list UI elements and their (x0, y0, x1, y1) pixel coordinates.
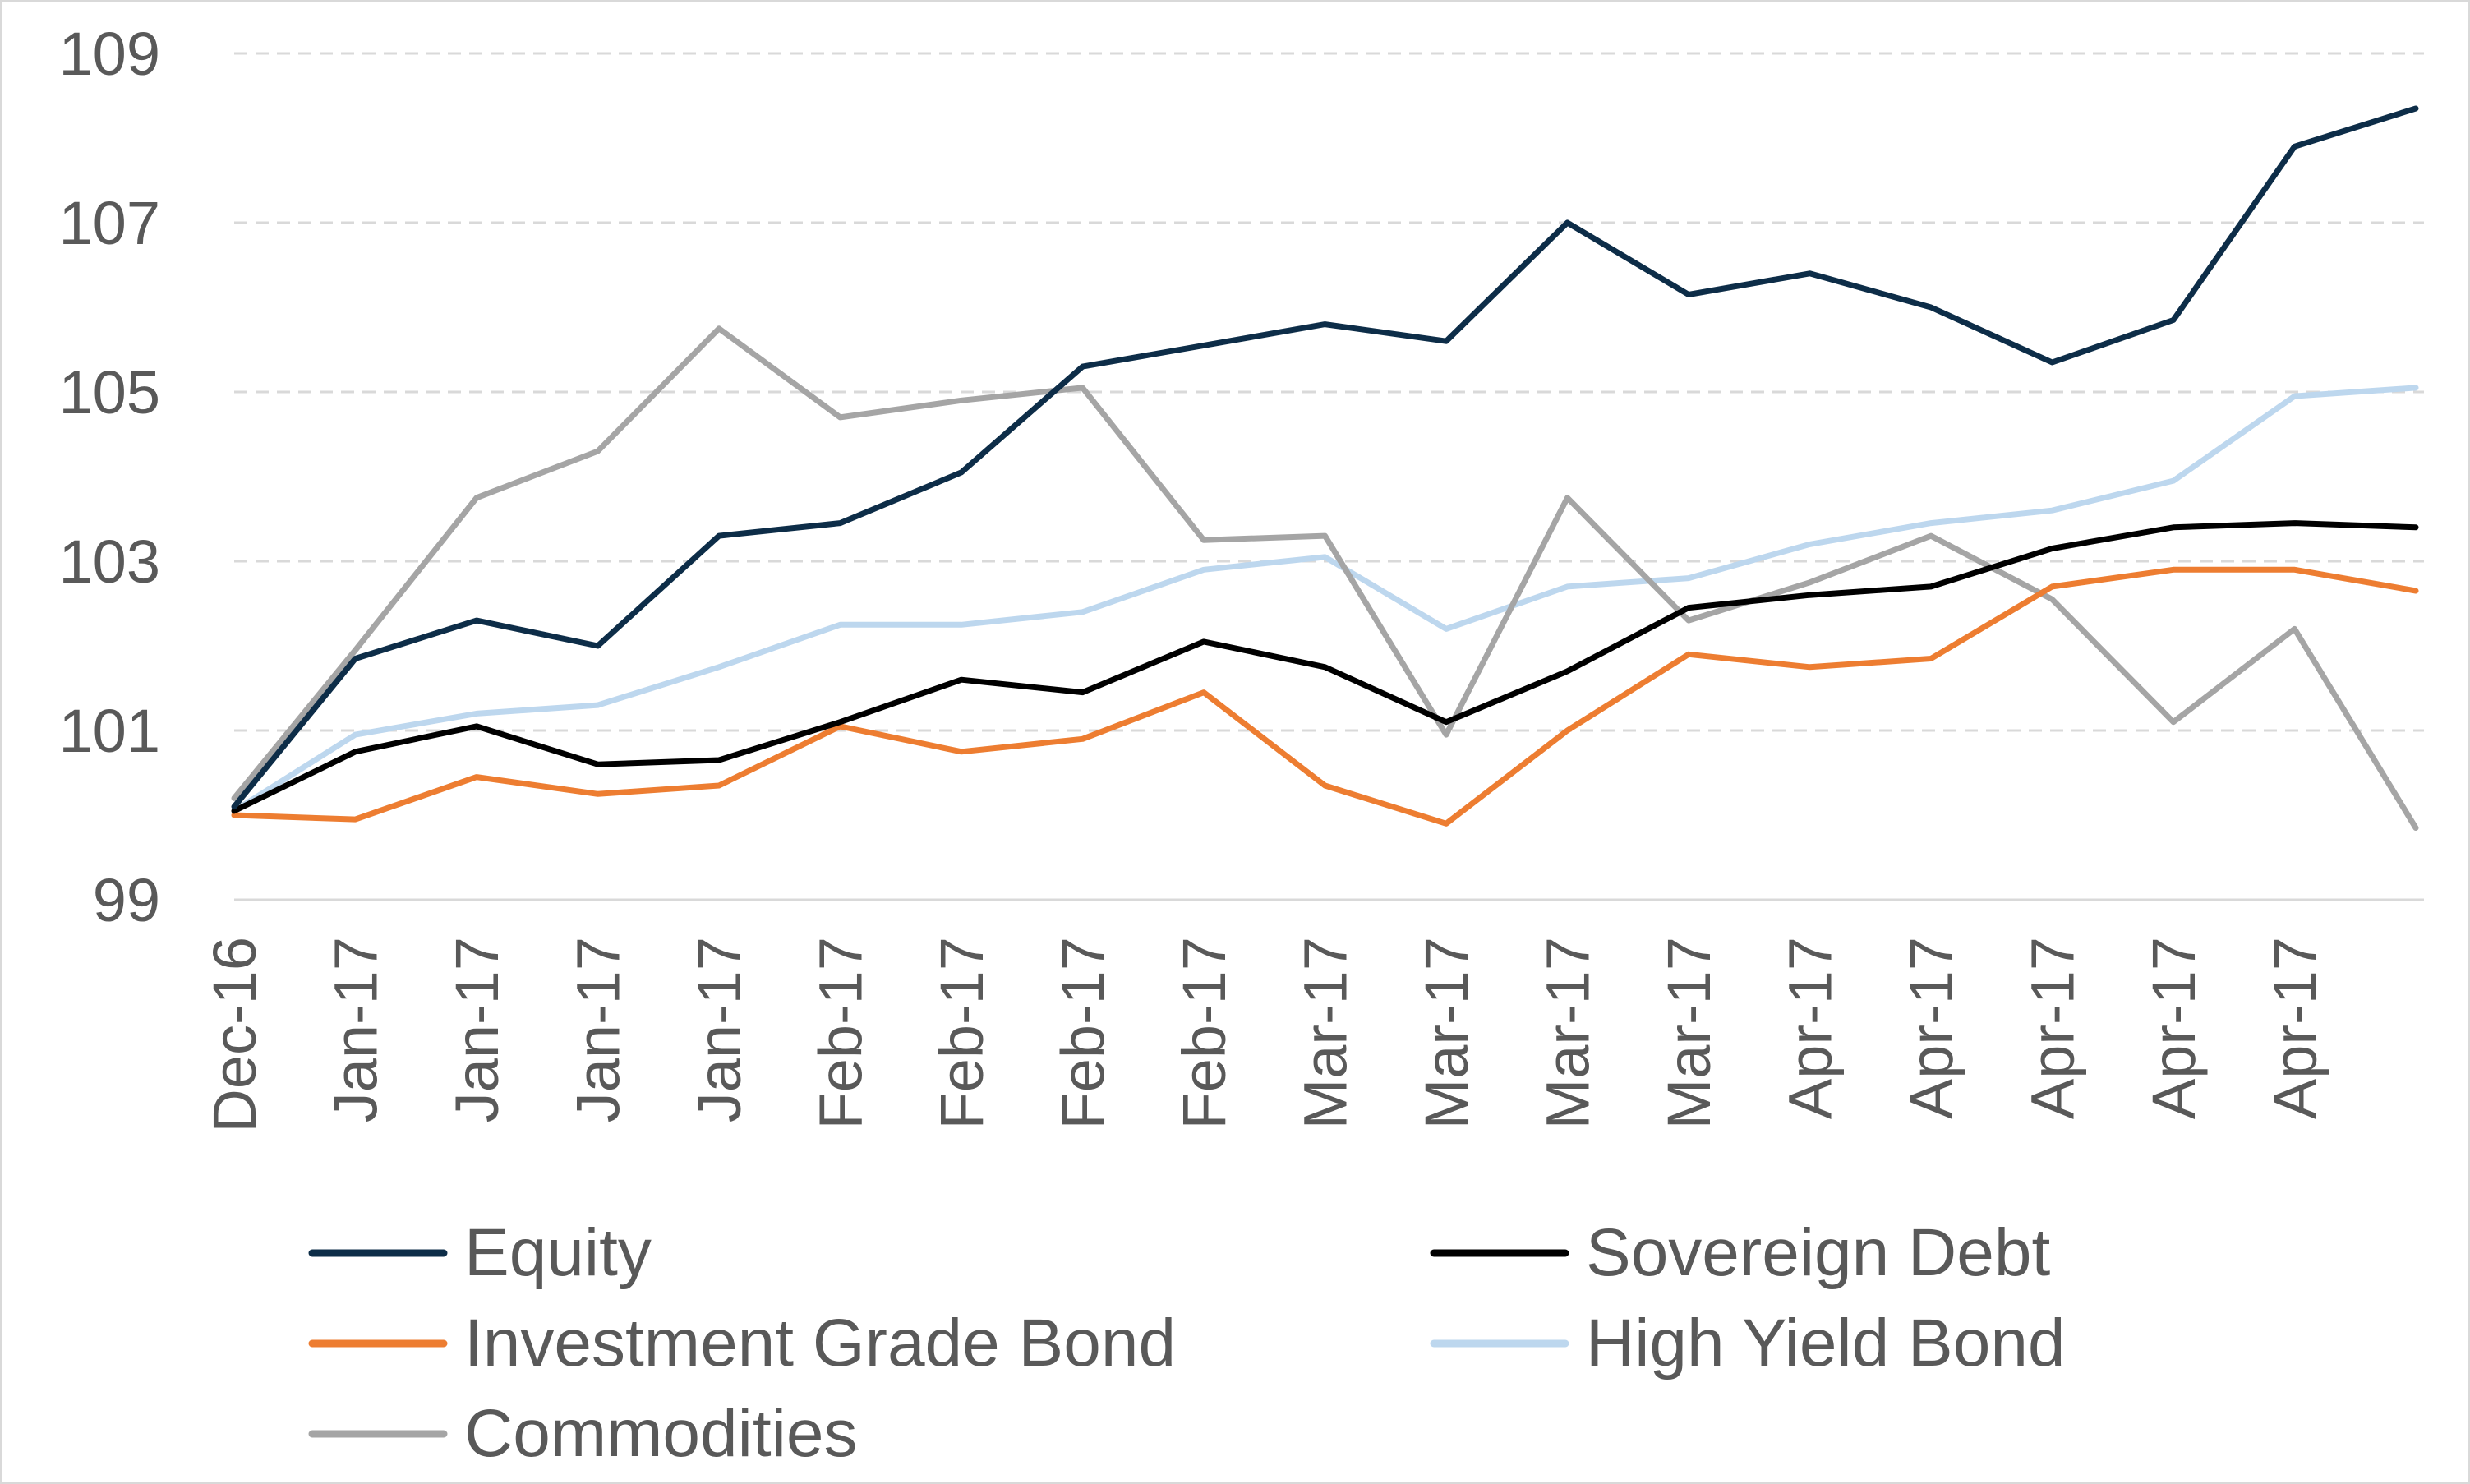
x-tick-label: Jan-17 (322, 937, 390, 1122)
legend-label: Investment Grade Bond (464, 1306, 1176, 1380)
y-tick-label: 101 (59, 697, 160, 765)
legend-item: Investment Grade Bond (308, 1306, 1176, 1380)
series-line-sovereign-debt (231, 520, 2419, 814)
x-tick-label: Mar-17 (1534, 937, 1602, 1129)
x-tick-label: Mar-17 (1412, 937, 1481, 1129)
legend-label: High Yield Bond (1586, 1306, 2066, 1380)
x-tick-label: Mar-17 (1655, 937, 1723, 1129)
legend-item: Equity (308, 1215, 652, 1290)
series-line-commodities (231, 325, 2419, 831)
x-tick-label: Jan-17 (685, 937, 753, 1122)
x-tick-label: Jan-17 (443, 937, 511, 1122)
x-tick-label: Apr-17 (1897, 937, 1965, 1119)
y-tick-label: 105 (59, 358, 160, 426)
series-line-high-yield-bond (231, 385, 2419, 814)
legend-label: Commodities (464, 1396, 857, 1471)
x-tick-label: Apr-17 (2261, 937, 2329, 1119)
series-line-equity (231, 105, 2419, 810)
y-tick-label: 107 (59, 189, 160, 257)
x-tick-label: Jan-17 (565, 937, 633, 1122)
x-tick-label: Apr-17 (1776, 937, 1845, 1119)
y-tick-label: 109 (59, 20, 160, 88)
legend-label: Sovereign Debt (1586, 1215, 2050, 1290)
legend: Equity Sovereign Debt Investment Grade Bon… (308, 1215, 2066, 1471)
y-axis: 99 101 103 105 107 109 (59, 20, 160, 934)
x-tick-label: Apr-17 (2019, 937, 2087, 1119)
x-tick-label: Dec-16 (200, 937, 269, 1133)
x-tick-label: Feb-17 (807, 937, 875, 1129)
x-tick-label: Apr-17 (2140, 937, 2208, 1119)
x-axis: Dec-16 Jan-17 Jan-17 Jan-17 Jan-17 Feb-17 Feb-… (200, 937, 2329, 1133)
y-tick-label: 103 (59, 528, 160, 596)
legend-item: High Yield Bond (1430, 1306, 2066, 1380)
legend-item: Sovereign Debt (1430, 1215, 2050, 1290)
gridlines (234, 52, 2424, 901)
y-tick-label: 99 (93, 866, 160, 934)
series-lines (231, 105, 2419, 831)
series-line-investment-grade-bond (231, 566, 2419, 827)
x-tick-label: Feb-17 (928, 937, 996, 1129)
x-tick-label: Feb-17 (1170, 937, 1238, 1129)
legend-label: Equity (464, 1215, 652, 1290)
x-tick-label: Feb-17 (1049, 937, 1117, 1129)
x-tick-label: Mar-17 (1292, 937, 1360, 1129)
legend-item: Commodities (308, 1396, 857, 1471)
